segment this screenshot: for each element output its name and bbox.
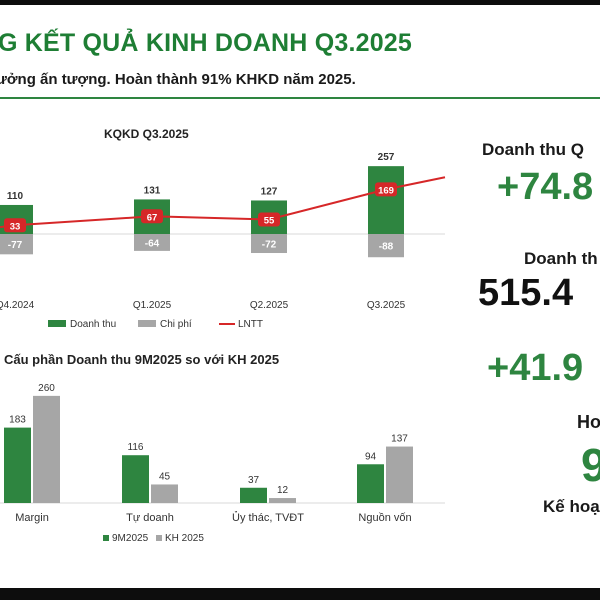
actual-9m-data-label: 94 <box>365 451 377 462</box>
kpi-revenue-value: 515.4 <box>478 272 574 314</box>
plan-bar <box>151 484 178 503</box>
revenue-data-label: 110 <box>7 191 24 202</box>
plan-bar <box>386 446 413 503</box>
chart2-title: Cấu phần Doanh thu 9M2025 so với KH 2025 <box>4 352 280 367</box>
plan-data-label: 137 <box>391 434 408 445</box>
slide: G KẾT QUẢ KINH DOANH Q3.2025 ưởng ấn tượ… <box>0 5 600 588</box>
kpi-revenue-quarter-label: Doanh thu Q <box>482 140 584 159</box>
kpi-completion-label: Ho <box>577 412 600 432</box>
plan-bar <box>269 498 296 503</box>
lntt-data-label: 33 <box>10 221 21 232</box>
legend-swatch-9m <box>103 535 109 541</box>
page-title: G KẾT QUẢ KINH DOANH Q3.2025 <box>0 29 413 57</box>
plan-data-label: 260 <box>38 383 55 394</box>
plan-bar <box>33 395 60 503</box>
lntt-marker <box>258 212 280 227</box>
lntt-marker <box>141 209 163 224</box>
legend-label-cost: Chi phí <box>160 319 192 330</box>
x-tick-label: Ủy thác, TVĐT <box>232 511 304 524</box>
plan-data-label: 12 <box>277 485 289 496</box>
kpi-plan-label: Kế hoạ <box>543 497 600 516</box>
legend-label-lntt: LNTT <box>238 319 263 330</box>
cost-bar <box>251 234 287 254</box>
actual-9m-bar <box>122 455 149 503</box>
legend-label-plan: KH 2025 <box>165 533 204 544</box>
kpi-growth-value: +41.9 <box>487 347 584 389</box>
cost-bar <box>134 234 170 251</box>
x-tick-label: Q2.2025 <box>250 300 289 311</box>
cost-bar <box>0 234 33 255</box>
x-tick-label: Tự doanh <box>126 512 174 524</box>
actual-9m-data-label: 183 <box>9 415 26 426</box>
actual-9m-bar <box>357 464 384 503</box>
lntt-marker <box>375 182 397 197</box>
page-subtitle: ưởng ấn tượng. Hoàn thành 91% KHKD năm 2… <box>0 71 356 88</box>
chart1-title: KQKD Q3.2025 <box>104 127 189 141</box>
x-tick-label: Q1.2025 <box>133 300 172 311</box>
lntt-marker <box>4 218 26 233</box>
cost-data-label: -77 <box>8 240 23 251</box>
cost-data-label: -72 <box>262 240 277 251</box>
legend-label-9m: 9M2025 <box>112 533 149 544</box>
x-tick-label: Nguồn vốn <box>358 512 411 524</box>
legend-swatch-cost <box>138 320 156 327</box>
revenue-data-label: 131 <box>144 185 161 196</box>
actual-9m-data-label: 116 <box>128 442 144 453</box>
x-tick-label: Q4.2024 <box>0 300 35 311</box>
legend-label-revenue: Doanh thu <box>70 319 116 330</box>
title-divider <box>0 97 600 99</box>
legend-swatch-plan <box>156 535 162 541</box>
kpi-revenue-quarter-value: +74.8 <box>497 166 594 208</box>
chart-revenue-vs-plan: 183 260 Margin 116 45 Tự doanh 37 12 Ủy thác, TV… <box>0 383 445 544</box>
cost-data-label: -64 <box>145 238 160 249</box>
actual-9m-bar <box>240 487 267 503</box>
actual-9m-bar <box>4 427 31 503</box>
revenue-data-label: 257 <box>378 152 395 163</box>
x-tick-label: Q3.2025 <box>367 300 406 311</box>
plan-data-label: 45 <box>159 471 171 482</box>
x-tick-label: Margin <box>15 512 49 524</box>
legend-swatch-revenue <box>48 320 66 327</box>
kpi-completion-value: 9 <box>581 439 600 491</box>
lntt-data-label: 67 <box>147 212 158 223</box>
lntt-data-label: 169 <box>378 185 394 196</box>
kpi-revenue-label: Doanh th <box>524 249 598 268</box>
lntt-data-label: 55 <box>264 215 275 226</box>
revenue-bar <box>368 166 404 234</box>
revenue-data-label: 127 <box>261 186 278 197</box>
chart-quarterly-results: 110 -77 Q4.2024 131 -64 Q1.2025 127 -72 Q2.2025 2… <box>0 152 446 330</box>
actual-9m-data-label: 37 <box>248 475 260 486</box>
cost-data-label: -88 <box>379 242 394 253</box>
cost-bar <box>368 234 404 258</box>
